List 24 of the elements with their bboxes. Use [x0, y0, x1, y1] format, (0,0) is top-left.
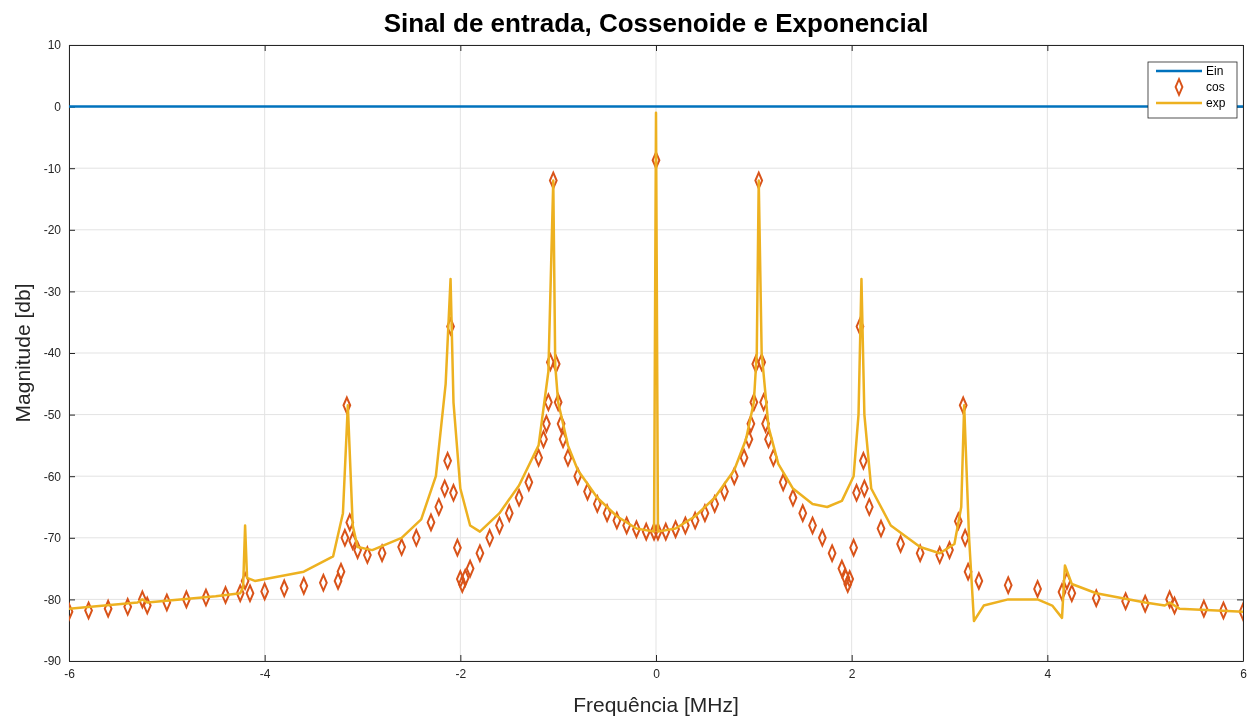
x-tick-label: 6 [1240, 666, 1248, 681]
y-tick-label: 0 [54, 99, 62, 114]
legend-label: exp [1206, 96, 1226, 110]
y-tick-label: -40 [43, 346, 62, 361]
x-tick-label: -2 [455, 666, 467, 681]
chart-title: Sinal de entrada, Cossenoide e Exponencial [383, 8, 929, 38]
x-axis-title: Frequência [MHz] [573, 693, 739, 716]
y-tick-label: -50 [43, 407, 62, 422]
x-tick-label: -4 [259, 666, 271, 681]
y-tick-label: -90 [43, 654, 62, 669]
y-tick-label: -30 [43, 284, 62, 299]
x-tick-label: 0 [653, 666, 661, 681]
x-tick-label: -6 [64, 666, 76, 681]
legend-label: Ein [1206, 64, 1224, 78]
y-tick-label: -20 [43, 223, 62, 238]
y-tick-label: -70 [43, 531, 62, 546]
legend-label: cos [1206, 80, 1225, 94]
y-tick-label: -60 [43, 469, 62, 484]
y-tick-label: -80 [43, 592, 62, 607]
x-tick-label: 4 [1044, 666, 1052, 681]
y-tick-label: 10 [47, 38, 62, 53]
y-axis-title: Magnitude [db] [11, 283, 34, 423]
y-tick-label: -10 [43, 161, 62, 176]
x-tick-label: 2 [848, 666, 856, 681]
